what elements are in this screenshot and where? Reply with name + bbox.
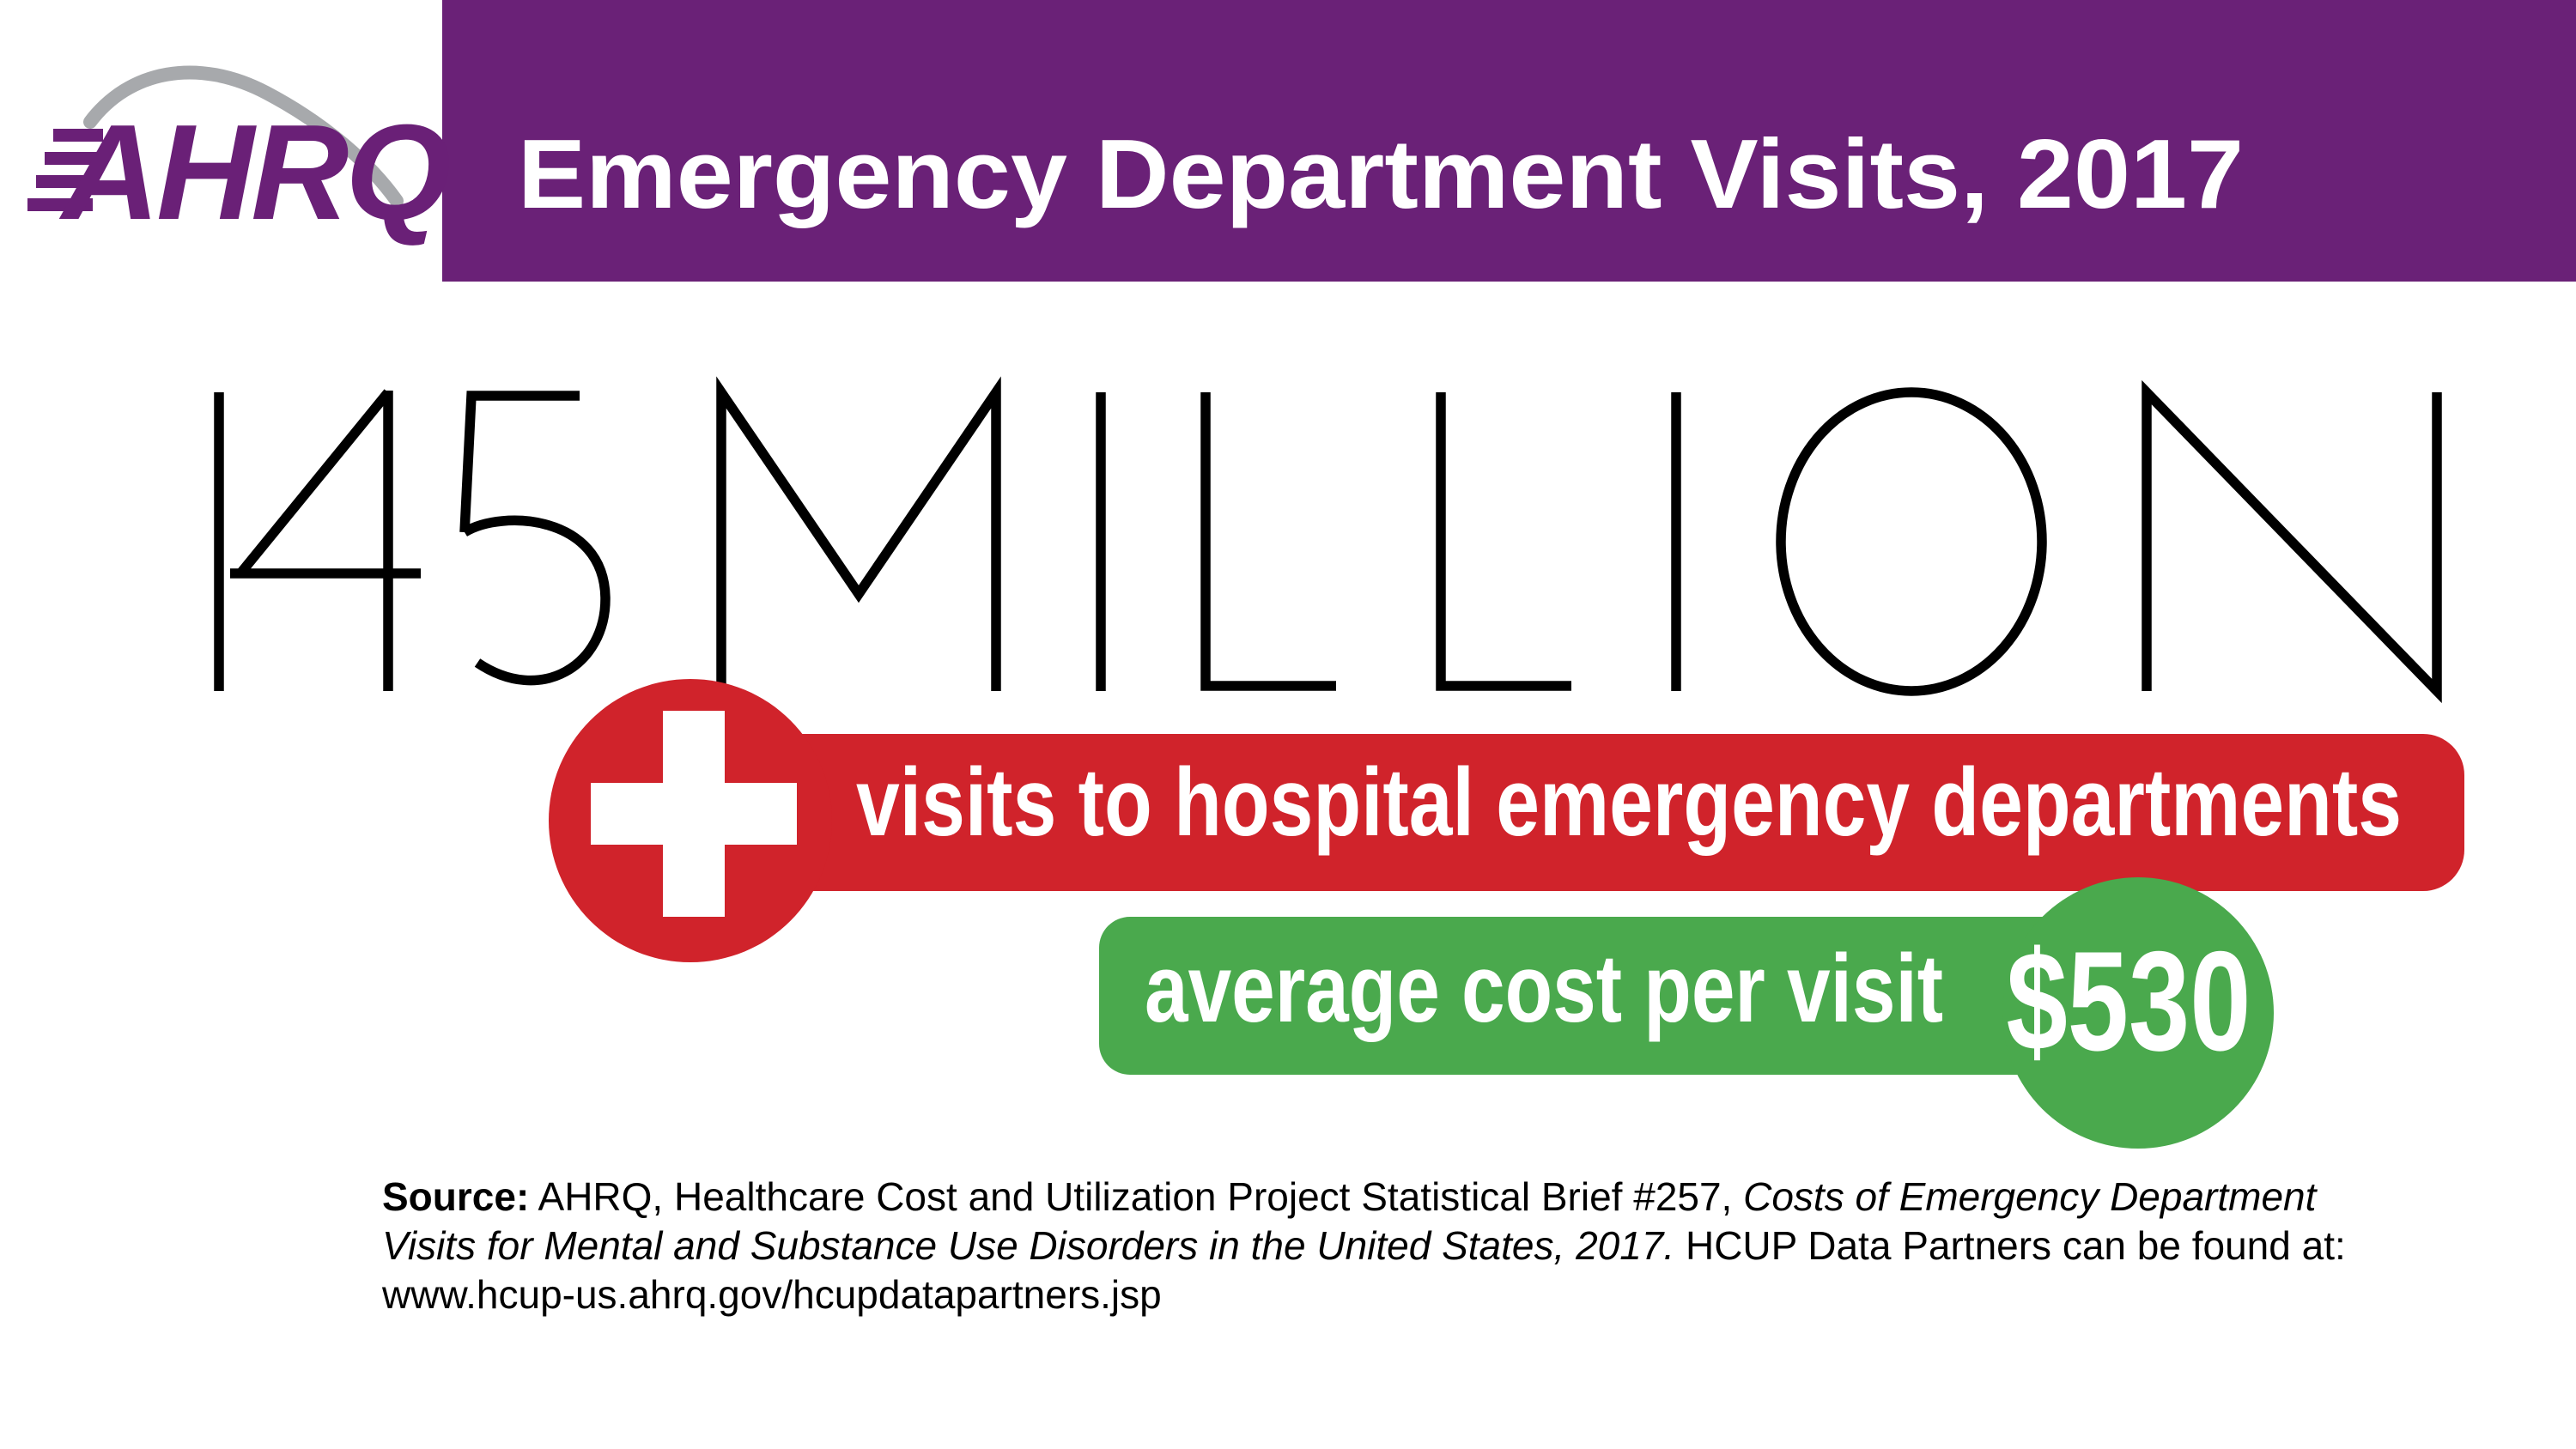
logo-text: AHRQ — [58, 97, 449, 248]
glyph-l — [1200, 392, 1336, 691]
glyph-o — [1776, 387, 2047, 696]
header-banner: Emergency Department Visits, 2017 — [442, 0, 2576, 282]
source-line2-regular: HCUP Data Partners can be found at: — [1686, 1223, 2346, 1268]
medical-cross-icon — [591, 711, 797, 917]
logo-stripes-icon — [27, 129, 103, 211]
source-label: Source: — [382, 1174, 529, 1219]
headline-145-million — [214, 376, 2442, 704]
glyph-5 — [459, 391, 611, 686]
source-line2-italic: Visits for Mental and Substance Use Diso… — [382, 1223, 1674, 1268]
cost-ribbon: average cost per visit $530 — [1099, 877, 2274, 1149]
glyph-l — [1436, 392, 1571, 691]
source-citation: Source: AHRQ, Healthcare Cost and Utiliz… — [381, 1174, 2346, 1317]
ahrq-logo: AHRQ — [27, 65, 453, 248]
glyph-m — [716, 376, 1001, 691]
visits-ribbon-background — [687, 734, 2464, 891]
visits-label: visits to hospital emergency departments — [856, 749, 2402, 856]
glyph-4 — [230, 389, 421, 691]
cost-value-badge — [2002, 877, 2274, 1149]
cost-ribbon-background — [1099, 917, 2138, 1075]
visits-ribbon: visits to hospital emergency departments — [549, 679, 2464, 962]
source-line1-italic: Costs of Emergency Department — [1743, 1174, 2318, 1219]
page-title: Emergency Department Visits, 2017 — [518, 120, 2244, 229]
cost-value: $530 — [2007, 922, 2251, 1080]
source-line1-regular: AHRQ, Healthcare Cost and Utilization Pr… — [538, 1174, 1744, 1219]
source-line1: Source: AHRQ, Healthcare Cost and Utiliz… — [382, 1174, 2318, 1219]
source-url: www.hcup-us.ahrq.gov/hcupdatapartners.js… — [381, 1272, 1162, 1317]
cost-label: average cost per visit — [1145, 935, 1943, 1042]
logo-swoosh-icon — [83, 65, 404, 208]
source-line2: Visits for Mental and Substance Use Diso… — [382, 1223, 2346, 1268]
header-banner-background — [442, 0, 2576, 282]
glyph-n — [2142, 379, 2442, 704]
